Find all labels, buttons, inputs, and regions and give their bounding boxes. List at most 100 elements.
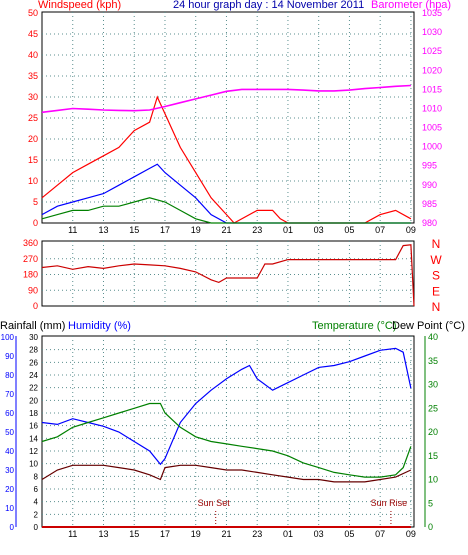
series-line-humidity <box>41 347 412 466</box>
barometer-y-tick: 1000 <box>422 142 442 152</box>
temp-x-tick: 05 <box>344 529 354 539</box>
rainfall-y-tick: 30 <box>29 333 38 342</box>
dewpoint-axis-title: Dew Point (°C) <box>392 320 465 332</box>
direction-y-tick: 0 <box>33 301 38 311</box>
wind-y-tick: 0 <box>33 218 38 228</box>
temp-x-tick: 01 <box>283 529 293 539</box>
rainfall-y-tick: 8 <box>34 472 39 481</box>
temp-x-tick: 23 <box>252 529 262 539</box>
temperature-y-tick: 25 <box>428 403 438 413</box>
wind-y-tick: 30 <box>28 92 38 102</box>
wind-x-tick: 09 <box>406 225 416 235</box>
rainfall-y-tick: 2 <box>34 510 39 519</box>
wind-y-tick: 15 <box>28 155 38 165</box>
temperature-y-tick: 35 <box>428 356 438 366</box>
rainfall-y-tick: 6 <box>34 485 39 494</box>
humidity-y-tick: 60 <box>5 409 14 418</box>
temp-x-tick: 07 <box>375 529 385 539</box>
humidity-y-tick: 80 <box>5 371 14 380</box>
humidity-y-tick: 70 <box>5 390 14 399</box>
compass-label: N <box>432 237 441 251</box>
humidity-y-tick: 30 <box>5 466 14 475</box>
wind-y-tick: 25 <box>28 113 38 123</box>
temp-x-tick: 21 <box>221 529 231 539</box>
wind-x-tick: 15 <box>129 225 139 235</box>
barometer-y-tick: 1020 <box>422 65 442 75</box>
panel-frame-2 <box>41 240 415 307</box>
temperature-y-tick: 15 <box>428 451 438 461</box>
wind-x-tick: 21 <box>221 225 231 235</box>
barometer-y-tick: 995 <box>422 161 437 171</box>
series-line-direction <box>41 244 415 307</box>
wind-x-tick: 19 <box>191 225 201 235</box>
barometer-axis-title: Barometer (hpa) <box>371 0 452 11</box>
barometer-y-tick: 985 <box>422 199 437 209</box>
humidity-axis-title: Humidity (%) <box>68 320 131 332</box>
rainfall-y-tick: 16 <box>29 422 38 431</box>
temperature-y-tick: 0 <box>428 522 433 532</box>
series-line-average <box>41 163 411 224</box>
sun-annotation-label: Sun Rise <box>371 498 408 508</box>
rainfall-y-tick: 14 <box>29 434 38 443</box>
rainfall-y-tick: 12 <box>29 447 38 456</box>
temperature-y-tick: 30 <box>428 380 438 390</box>
rainfall-y-tick: 18 <box>29 409 38 418</box>
direction-y-tick: 180 <box>23 270 38 280</box>
barometer-y-tick: 1025 <box>422 46 442 56</box>
wind-y-tick: 50 <box>28 8 38 18</box>
temp-x-tick: 03 <box>314 529 324 539</box>
wind-x-tick: 01 <box>283 225 293 235</box>
page-title: 24 hour graph day : 14 November 2011 <box>173 0 365 11</box>
temp-x-tick: 09 <box>406 529 416 539</box>
rainfall-y-tick: 26 <box>29 358 38 367</box>
humidity-y-tick: 90 <box>5 352 14 361</box>
temperature-y-tick: 40 <box>428 332 438 342</box>
humidity-y-tick: 100 <box>1 333 15 342</box>
temp-x-tick: 13 <box>98 529 108 539</box>
wind-x-tick: 11 <box>68 225 77 235</box>
rainfall-y-tick: 10 <box>29 460 38 469</box>
wind-y-tick: 35 <box>28 71 38 81</box>
rainfall-y-tick: 20 <box>29 396 38 405</box>
temperature-axis-title: Temperature (°C) <box>312 320 397 332</box>
wind-x-tick: 07 <box>375 225 385 235</box>
wind-y-tick: 10 <box>28 176 38 186</box>
humidity-y-tick: 10 <box>5 504 14 513</box>
barometer-y-tick: 990 <box>422 180 437 190</box>
series-line-temperature <box>41 402 412 478</box>
compass-label: E <box>432 284 440 298</box>
barometer-y-tick: 980 <box>422 218 437 228</box>
direction-y-tick: 90 <box>28 285 38 295</box>
barometer-y-tick: 1035 <box>422 8 442 18</box>
windspeed-axis-title: Windspeed (kph) <box>38 0 122 11</box>
direction-y-tick: 360 <box>23 238 38 248</box>
temperature-y-tick: 5 <box>428 498 433 508</box>
temp-x-tick: 15 <box>129 529 139 539</box>
barometer-y-tick: 1015 <box>422 84 442 94</box>
rainfall-y-tick: 0 <box>34 523 39 532</box>
compass-label: W <box>430 253 442 267</box>
direction-y-tick: 270 <box>23 254 38 264</box>
wind-x-tick: 03 <box>314 225 324 235</box>
rainfall-y-tick: 28 <box>29 346 38 355</box>
sun-annotation-label: Sun Set <box>198 498 231 508</box>
temp-x-tick: 19 <box>191 529 201 539</box>
humidity-y-tick: 0 <box>10 523 15 532</box>
rainfall-y-tick: 4 <box>34 498 39 507</box>
wind-y-tick: 40 <box>28 50 38 60</box>
rainfall-axis-title: Rainfall (mm) <box>0 320 66 332</box>
temp-x-tick: 11 <box>68 529 77 539</box>
compass-label: N <box>432 300 441 314</box>
humidity-y-tick: 20 <box>5 485 14 494</box>
temperature-y-tick: 10 <box>428 475 438 485</box>
series-line-barometer <box>41 84 411 114</box>
wind-y-tick: 5 <box>33 197 38 207</box>
rainfall-y-tick: 24 <box>29 371 38 380</box>
temp-x-tick: 17 <box>160 529 170 539</box>
wind-y-tick: 20 <box>28 134 38 144</box>
barometer-y-tick: 1005 <box>422 123 442 133</box>
wind-x-tick: 23 <box>252 225 262 235</box>
humidity-y-tick: 40 <box>5 447 14 456</box>
